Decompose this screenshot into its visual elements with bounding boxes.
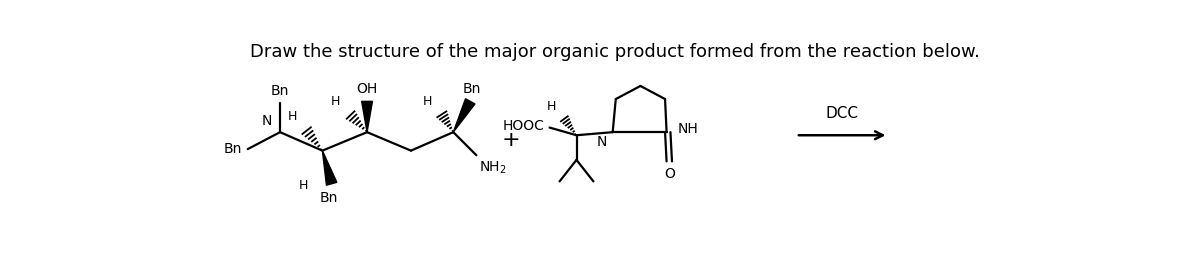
Polygon shape — [323, 151, 337, 185]
Text: H: H — [331, 95, 340, 108]
Text: NH: NH — [677, 122, 698, 136]
Text: Bn: Bn — [224, 142, 242, 156]
Text: N: N — [596, 135, 606, 149]
Text: Draw the structure of the major organic product formed from the reaction below.: Draw the structure of the major organic … — [250, 43, 980, 61]
Text: DCC: DCC — [826, 106, 859, 122]
Text: Bn: Bn — [271, 83, 289, 97]
Polygon shape — [454, 99, 475, 132]
Text: Bn: Bn — [462, 82, 481, 96]
Text: H: H — [546, 100, 556, 113]
Text: +: + — [502, 130, 521, 150]
Text: OH: OH — [356, 82, 378, 96]
Text: N: N — [262, 114, 272, 128]
Text: Bn: Bn — [319, 192, 337, 206]
Polygon shape — [361, 101, 372, 132]
Text: NH$_2$: NH$_2$ — [480, 160, 508, 176]
Text: HOOC: HOOC — [503, 119, 545, 133]
Text: O: O — [665, 167, 676, 181]
Text: H: H — [424, 95, 432, 108]
Text: H: H — [299, 179, 308, 192]
Text: H: H — [288, 110, 296, 123]
